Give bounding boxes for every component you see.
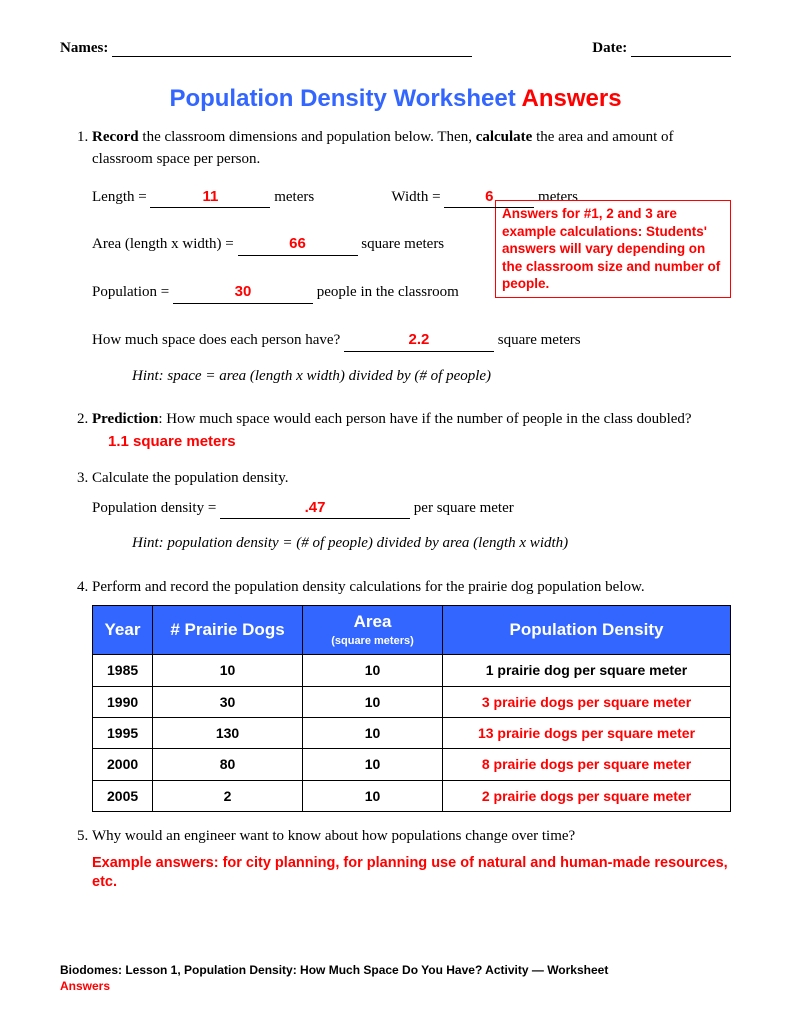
width-label: Width = — [391, 189, 444, 205]
q4-prompt: Perform and record the population densit… — [92, 579, 645, 595]
length-blank: 11 — [150, 185, 270, 209]
date-field: Date: — [592, 40, 731, 57]
table-row: 19951301013 prairie dogs per square mete… — [93, 717, 731, 748]
names-blank — [112, 56, 472, 57]
question-2: Prediction: How much space would each pe… — [92, 409, 731, 454]
length-label: Length = — [92, 189, 150, 205]
cell-dogs: 10 — [153, 655, 303, 686]
question-4: Perform and record the population densit… — [92, 577, 731, 812]
length-unit: meters — [270, 189, 314, 205]
density-label: Population density = — [92, 500, 220, 516]
cell-area: 10 — [303, 686, 443, 717]
names-label: Names: — [60, 40, 108, 56]
q1-prompt: Record the classroom dimensions and popu… — [92, 129, 674, 167]
density-answer: .47 — [305, 499, 326, 516]
cell-area: 10 — [303, 749, 443, 780]
cell-year: 2005 — [93, 780, 153, 811]
space-answer: 2.2 — [409, 331, 430, 348]
pop-answer: 30 — [235, 283, 252, 300]
q2-text: : How much space would each person have … — [158, 411, 691, 427]
density-blank: .47 — [220, 496, 410, 520]
cell-year: 1990 — [93, 686, 153, 717]
cell-density: 3 prairie dogs per square meter — [443, 686, 731, 717]
title-accent: Answers — [522, 85, 622, 112]
col-year: Year — [93, 605, 153, 655]
space-unit: square meters — [494, 332, 581, 348]
q5-prompt: Why would an engineer want to know about… — [92, 828, 575, 844]
pop-label: Population = — [92, 284, 173, 300]
cell-year: 1995 — [93, 717, 153, 748]
page-title: Population Density Worksheet Answers — [60, 85, 731, 113]
pop-unit: people in the classroom — [313, 284, 459, 300]
date-label: Date: — [592, 40, 627, 56]
page-footer: Biodomes: Lesson 1, Population Density: … — [60, 962, 731, 994]
table-header-row: Year # Prairie Dogs Area (square meters)… — [93, 605, 731, 655]
col-area: Area (square meters) — [303, 605, 443, 655]
width-blank: 6 — [444, 185, 534, 209]
q2-prompt: Prediction: How much space would each pe… — [92, 411, 692, 427]
cell-area: 10 — [303, 780, 443, 811]
cell-density: 1 prairie dog per square meter — [443, 655, 731, 686]
area-answer: 66 — [289, 235, 306, 252]
cell-dogs: 80 — [153, 749, 303, 780]
cell-density: 2 prairie dogs per square meter — [443, 780, 731, 811]
pop-blank: 30 — [173, 280, 313, 304]
cell-dogs: 130 — [153, 717, 303, 748]
date-blank — [631, 56, 731, 57]
col-area-sub: (square meters) — [309, 634, 436, 650]
table-row: 198510101 prairie dog per square meter — [93, 655, 731, 686]
density-unit: per square meter — [410, 500, 514, 516]
cell-density: 13 prairie dogs per square meter — [443, 717, 731, 748]
q3-hint: Hint: population density = (# of people)… — [132, 533, 731, 555]
table-body: 198510101 prairie dog per square meter19… — [93, 655, 731, 811]
header-row: Names: Date: — [60, 40, 731, 57]
q1-space-row: How much space does each person have? 2.… — [92, 328, 731, 352]
col-area-top: Area — [354, 612, 392, 631]
q1-hint: Hint: space = area (length x width) divi… — [132, 366, 731, 388]
cell-area: 10 — [303, 655, 443, 686]
prairie-dog-table: Year # Prairie Dogs Area (square meters)… — [92, 605, 731, 812]
table-row: 20052102 prairie dogs per square meter — [93, 780, 731, 811]
footer-line-2: Answers — [60, 979, 110, 993]
q5-answer: Example answers: for city planning, for … — [92, 854, 731, 893]
cell-year: 1985 — [93, 655, 153, 686]
cell-dogs: 30 — [153, 686, 303, 717]
q2-answer: 1.1 square meters — [108, 433, 236, 450]
question-5: Why would an engineer want to know about… — [92, 826, 731, 893]
q1-record-bold: Record — [92, 129, 139, 145]
area-label: Area (length x width) = — [92, 236, 238, 252]
space-blank: 2.2 — [344, 328, 494, 352]
cell-dogs: 2 — [153, 780, 303, 811]
width-answer: 6 — [485, 188, 493, 205]
q1-text-1: the classroom dimensions and population … — [139, 129, 476, 145]
title-main: Population Density Worksheet — [169, 85, 521, 112]
worksheet-page: Names: Date: Population Density Workshee… — [0, 0, 791, 1024]
cell-area: 10 — [303, 717, 443, 748]
question-3: Calculate the population density. Popula… — [92, 468, 731, 555]
q2-prediction-bold: Prediction — [92, 411, 158, 427]
cell-year: 2000 — [93, 749, 153, 780]
table-row: 199030103 prairie dogs per square meter — [93, 686, 731, 717]
area-blank: 66 — [238, 232, 358, 256]
q1-calculate-bold: calculate — [476, 129, 533, 145]
space-label: How much space does each person have? — [92, 332, 344, 348]
area-unit: square meters — [358, 236, 445, 252]
col-dogs: # Prairie Dogs — [153, 605, 303, 655]
col-density: Population Density — [443, 605, 731, 655]
table-row: 200080108 prairie dogs per square meter — [93, 749, 731, 780]
q3-prompt: Calculate the population density. — [92, 470, 288, 486]
names-field: Names: — [60, 40, 472, 57]
example-callout: Answers for #1, 2 and 3 are example calc… — [495, 200, 731, 298]
length-answer: 11 — [203, 188, 219, 205]
cell-density: 8 prairie dogs per square meter — [443, 749, 731, 780]
q3-density-row: Population density = .47 per square mete… — [92, 496, 731, 520]
footer-line-1: Biodomes: Lesson 1, Population Density: … — [60, 963, 608, 977]
